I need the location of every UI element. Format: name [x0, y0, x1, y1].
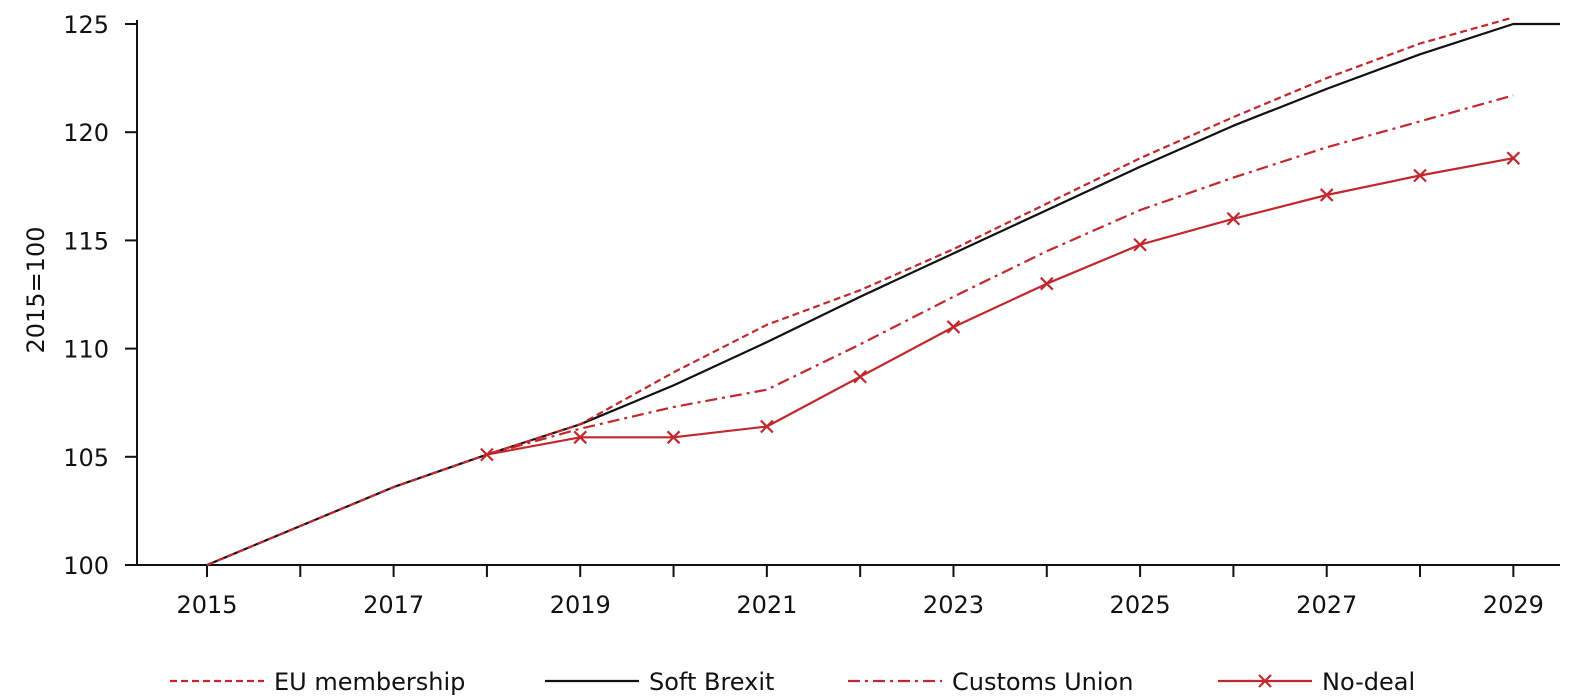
marker-stroke — [853, 369, 867, 384]
data-point-no-deal — [760, 419, 774, 434]
y-axis-title: 2015=100 — [22, 227, 50, 354]
data-point-no-deal — [666, 430, 681, 445]
y-tick-label: 100 — [63, 552, 109, 580]
legend: EU membership Soft Brexit Customs Union No-… — [170, 668, 1415, 696]
legend-label: Soft Brexit — [649, 668, 774, 696]
series-soft-brexit — [206, 22, 1560, 567]
y-tick-label: 120 — [63, 119, 109, 147]
marker-stroke — [666, 430, 681, 445]
marker-stroke — [760, 419, 774, 434]
x-axis: 2015 2017 2019 2021 2023 2025 2027 2029 — [137, 564, 1560, 619]
y-axis: 100 105 110 115 120 125 — [63, 11, 138, 580]
data-point-no-deal — [1413, 168, 1427, 183]
marker-stroke — [1133, 237, 1147, 252]
legend-item-soft-brexit: Soft Brexit — [545, 668, 774, 696]
marker-stroke — [480, 447, 494, 462]
data-point-no-deal — [1506, 151, 1521, 165]
y-tick-label: 110 — [63, 336, 109, 364]
data-point-no-deal — [946, 320, 961, 334]
series-layer — [206, 16, 1560, 567]
data-point-no-deal — [853, 369, 867, 384]
x-tick-label: 2019 — [550, 591, 611, 619]
series-eu-membership — [206, 16, 1514, 567]
marker-stroke — [1506, 151, 1521, 165]
series-line-no-deal — [486, 157, 1514, 456]
series-customs-union — [486, 94, 1514, 456]
legend-marker — [1258, 674, 1272, 688]
data-point-no-deal — [573, 430, 588, 445]
x-tick-label: 2025 — [1110, 591, 1171, 619]
series-no-deal — [480, 151, 1521, 462]
x-tick-label: 2023 — [923, 591, 984, 619]
series-line-customs-union — [486, 94, 1514, 456]
marker-stroke — [1413, 168, 1427, 183]
legend-item-no-deal: No-deal — [1218, 668, 1415, 696]
legend-label: Customs Union — [952, 668, 1133, 696]
marker-stroke — [1319, 188, 1334, 202]
legend-item-customs-union: Customs Union — [848, 668, 1133, 696]
x-tick-label: 2021 — [736, 591, 797, 619]
data-point-no-deal — [1133, 237, 1147, 252]
marker-stroke — [946, 320, 961, 334]
data-point-no-deal — [1040, 276, 1054, 291]
y-tick-label: 125 — [63, 11, 109, 39]
marker-stroke — [1226, 211, 1241, 226]
legend-label: No-deal — [1322, 668, 1415, 696]
legend-item-eu-membership: EU membership — [170, 668, 465, 696]
legend-label: EU membership — [274, 668, 465, 696]
data-point-no-deal — [1319, 188, 1334, 202]
x-tick-label: 2029 — [1483, 591, 1544, 619]
x-tick-label: 2017 — [363, 591, 424, 619]
data-point-no-deal — [480, 447, 494, 462]
marker-stroke — [1040, 276, 1054, 291]
x-tick-label: 2015 — [176, 591, 237, 619]
y-tick-label: 105 — [63, 444, 109, 472]
series-line-eu-membership — [206, 16, 1514, 567]
y-tick-label: 115 — [63, 227, 109, 255]
x-tick-label: 2027 — [1296, 591, 1357, 619]
data-point-no-deal — [1226, 211, 1241, 226]
series-line-soft-brexit — [206, 22, 1560, 567]
marker-stroke — [573, 430, 588, 445]
